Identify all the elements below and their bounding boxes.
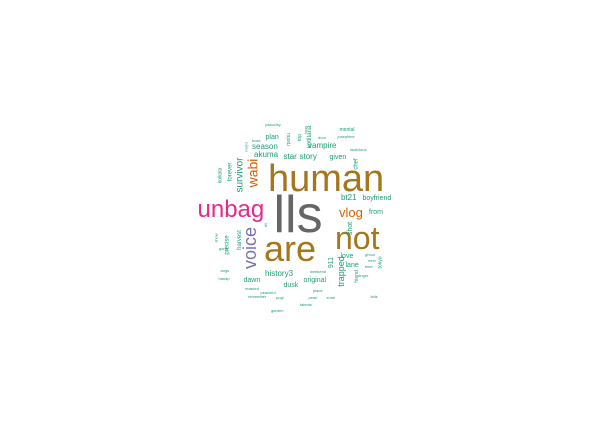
word-talents: talents	[300, 302, 312, 307]
word-given: given	[329, 153, 347, 161]
word-masked: masked	[245, 286, 260, 291]
word-time: time	[365, 264, 373, 269]
word-wabi: wabi	[243, 158, 260, 188]
word-not: not	[335, 220, 380, 256]
word-boss: boss	[252, 138, 261, 143]
word-peaceful: peaceful	[260, 290, 276, 295]
word-forever: forever	[226, 162, 233, 182]
word-vampire: vampire	[308, 141, 337, 150]
word-unbag: unbag	[197, 196, 265, 223]
word-911: 911	[327, 256, 335, 268]
word-harvest: harvest	[236, 230, 243, 250]
word-human: human	[268, 158, 385, 200]
word-history3: history3	[265, 269, 294, 278]
word-kolkata: kolkata	[217, 167, 224, 183]
word-season: season	[252, 142, 278, 151]
word-vlog: vlog	[339, 204, 363, 220]
word-mental: mental	[339, 126, 355, 133]
word-tokyo: tokyo	[377, 256, 384, 268]
word-next: next	[368, 258, 376, 263]
word-lane: lane	[345, 261, 359, 269]
word-from: from	[369, 208, 383, 216]
word-pearl: pearl	[308, 295, 318, 300]
word-dusk: dusk	[283, 281, 299, 289]
word-boyfriend: boyfriend	[362, 194, 392, 202]
word-top: top	[296, 133, 303, 141]
word-friend: friend	[353, 269, 360, 283]
word-shot: shot	[346, 221, 354, 235]
word-mord: mord	[243, 142, 249, 152]
word-ghoul: ghoul	[365, 252, 375, 257]
word-pugi: pugi	[276, 295, 284, 300]
word-zone: zone	[326, 295, 336, 300]
word-plan: plan	[265, 133, 279, 141]
word-hanap: hanap	[218, 276, 230, 281]
word-trapped: trapped	[335, 255, 346, 287]
word-precise: precise	[224, 235, 231, 255]
word-ydaociey: ydaociey	[265, 122, 281, 127]
word-bt21: bt21	[341, 193, 357, 202]
word-show: show	[213, 233, 219, 243]
word-game: game	[219, 246, 230, 251]
word-place: place	[313, 288, 323, 293]
word-story: story	[299, 152, 317, 161]
word-star: star	[283, 152, 297, 161]
word-kids: kids	[370, 294, 378, 299]
word-garden: garden	[271, 308, 284, 313]
word-kotlitaria: kotlitaria	[307, 125, 314, 149]
word-original: original	[303, 276, 327, 284]
word-voice: voice	[240, 226, 261, 270]
word-long: long	[302, 126, 308, 134]
word-akuma: akuma	[254, 150, 279, 159]
word-rpohu: rpohu	[285, 132, 292, 146]
word-door: door	[318, 135, 327, 140]
word-dawn: dawn	[243, 276, 261, 284]
word-weekend: weekend	[310, 269, 327, 274]
word-survivor: survivor	[234, 157, 246, 193]
word-josephine: josephine	[337, 134, 355, 139]
word-angs: angs	[220, 268, 230, 273]
word-lls: lls	[273, 186, 323, 244]
word-love: love	[340, 252, 354, 260]
word-chef: chef	[353, 158, 360, 170]
word-lactivious: lactivious	[350, 147, 367, 152]
word-singer: singer	[357, 273, 369, 278]
word-are: are	[264, 228, 317, 269]
word-till: till	[262, 223, 268, 227]
word-remember: remember	[248, 294, 267, 299]
